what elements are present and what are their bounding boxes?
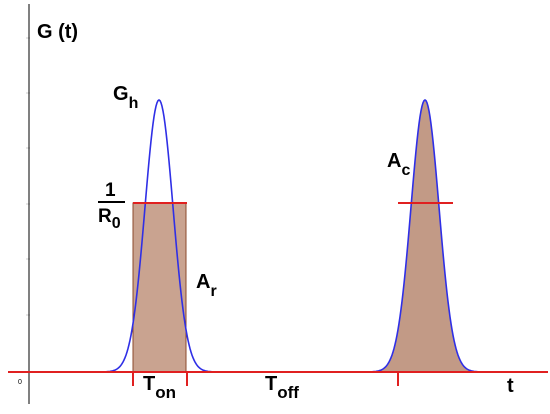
gaussian-area-fill xyxy=(366,100,484,372)
fraction-denominator-main: R xyxy=(98,206,112,227)
fraction-label: 1 R0 xyxy=(98,180,125,232)
gaussian-label-main: G xyxy=(113,83,129,105)
time-ticks xyxy=(132,372,399,386)
y-axis-label: G (t) xyxy=(37,21,78,43)
gaussian-label: Gh xyxy=(113,83,138,112)
t-on-label-main: T xyxy=(143,373,155,395)
origin-label: 0 xyxy=(18,379,22,386)
fraction-denominator: R0 xyxy=(98,206,121,232)
t-off-label-main: T xyxy=(265,373,277,395)
t-on-label: Ton xyxy=(143,373,176,402)
curve-area-label-sub: c xyxy=(401,162,410,179)
fraction-numerator: 1 xyxy=(105,180,116,201)
curve-area-label-main: A xyxy=(387,150,401,172)
rect-area-label-main: A xyxy=(196,271,210,293)
t-off-label-sub: off xyxy=(277,383,299,402)
x-axis-label: t xyxy=(507,375,514,397)
t-on-label-sub: on xyxy=(155,383,176,402)
gaussian-curve-right xyxy=(365,99,485,373)
rect-area xyxy=(132,202,187,373)
curve-area-label: Ac xyxy=(387,150,410,179)
rect-area-label: Ar xyxy=(196,271,217,300)
gaussian-curve-left xyxy=(99,99,219,373)
rect-area-label-sub: r xyxy=(210,283,216,300)
gaussian-label-sub: h xyxy=(129,95,139,112)
fraction-denominator-sub: 0 xyxy=(112,215,121,232)
t-off-label: Toff xyxy=(265,373,299,402)
